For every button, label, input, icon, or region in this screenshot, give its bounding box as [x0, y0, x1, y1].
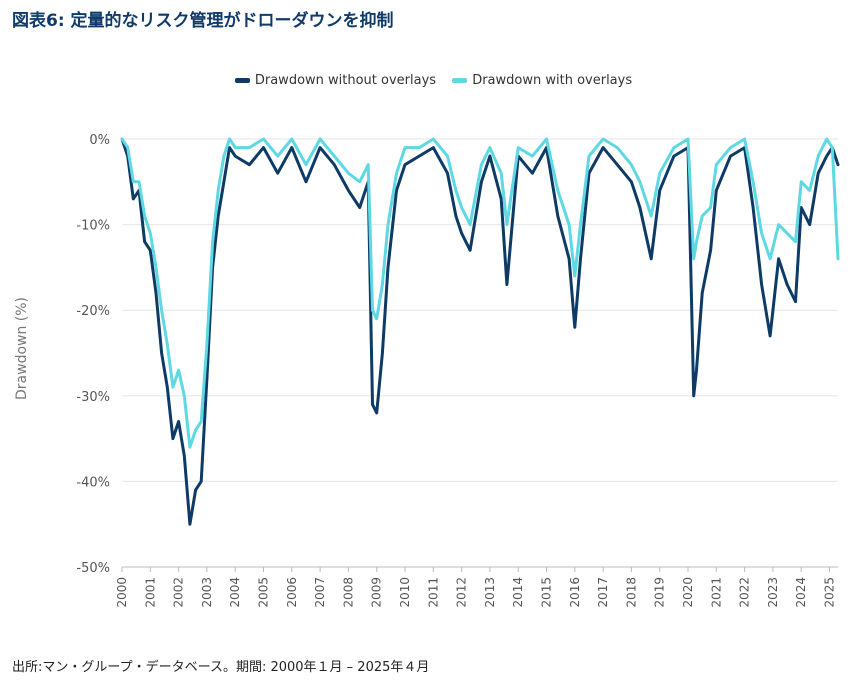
- x-tick-label: 2025: [823, 577, 837, 608]
- x-tick-label: 2003: [200, 577, 214, 608]
- y-tick-label: -50%: [76, 561, 110, 576]
- x-tick-label: 2001: [143, 577, 157, 608]
- x-tick-label: 2008: [341, 577, 355, 608]
- x-tick-label: 2013: [483, 577, 497, 608]
- x-tick-label: 2007: [313, 577, 327, 608]
- source-note: 出所:マン・グループ・データベース。期間: 2000年１月 – 2025年４月: [12, 660, 430, 675]
- x-tick-label: 2017: [596, 577, 610, 608]
- chart-title: 図表6: 定量的なリスク管理がドローダウンを抑制: [12, 11, 394, 31]
- x-tick-label: 2000: [115, 577, 129, 608]
- x-tick-label: 2005: [257, 577, 271, 608]
- y-axis-label: Drawdown (%): [14, 296, 30, 400]
- x-tick-label: 2006: [285, 577, 299, 608]
- series-line-with-overlays: [120, 137, 840, 449]
- x-tick-label: 2024: [794, 577, 808, 608]
- x-tick-label: 2018: [624, 577, 638, 608]
- y-tick-label: -10%: [76, 219, 110, 234]
- x-tick-label: 2020: [681, 577, 695, 608]
- x-tick-label: 2023: [766, 577, 780, 608]
- x-tick-label: 2011: [426, 577, 440, 608]
- x-tick-label: 2009: [370, 577, 384, 608]
- y-tick-label: -20%: [76, 304, 110, 319]
- x-tick-label: 2002: [172, 577, 186, 608]
- x-tick-label: 2022: [738, 577, 752, 608]
- x-tick-label: 2015: [540, 577, 554, 608]
- x-tick-label: 2004: [228, 577, 242, 608]
- series-line-without-overlays: [120, 137, 840, 526]
- x-tick-label: 2016: [568, 577, 582, 608]
- legend-swatch-with: [452, 78, 468, 83]
- legend-item-with: Drawdown with overlays: [452, 73, 632, 88]
- y-tick-label: 0%: [89, 133, 110, 148]
- x-tick-label: 2010: [398, 577, 412, 608]
- x-tick-label: 2012: [455, 577, 469, 608]
- legend-item-without: Drawdown without overlays: [234, 73, 437, 88]
- legend-label-with: Drawdown with overlays: [472, 73, 633, 88]
- x-tick-label: 2019: [653, 577, 667, 608]
- y-tick-label: -30%: [76, 390, 110, 405]
- y-tick-label: -40%: [76, 475, 110, 490]
- legend-label-without: Drawdown without overlays: [254, 73, 437, 88]
- x-tick-label: 2021: [709, 577, 723, 608]
- legend-swatch-without: [234, 78, 250, 83]
- x-tick-label: 2014: [511, 577, 525, 608]
- legend: Drawdown without overlays Drawdown with …: [0, 72, 867, 88]
